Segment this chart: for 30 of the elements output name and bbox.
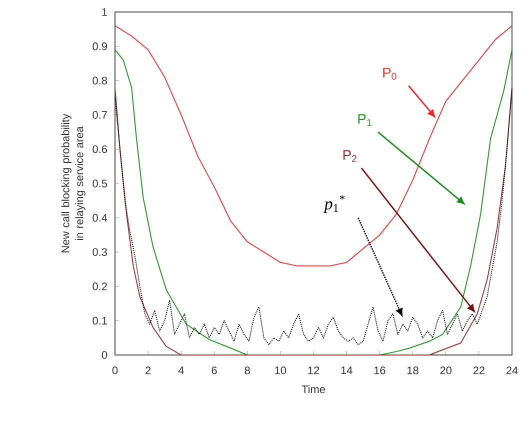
x-tick-label: 16 [374,366,386,374]
y-tick-label: 1 [102,8,107,16]
x-tick-label: 24 [506,366,518,374]
x-axis-title: Time [302,385,325,394]
text: P$_{0}$ [383,68,396,80]
y-axis-title: New call blocking probability in relaying service area [61,114,86,252]
y-tick-label: 0.9 [92,42,107,50]
text: P$_{2}$ [343,150,357,162]
x-tick-label: 20 [440,366,452,374]
x-tick-label: 18 [407,366,418,374]
y-tick-label: 0.8 [92,76,107,84]
y-tick-label: 0 [102,351,108,359]
x-tick-label: 4 [178,366,184,374]
x-tick-label: 0 [112,366,118,374]
y-tick-label: 0.1 [92,316,107,325]
x-tick-label: 14 [341,366,352,374]
x-tick-label: 10 [275,366,286,374]
y-tick-label: 0.3 [92,248,107,256]
text: P$_{1}$ [358,114,372,126]
y-tick-label: 0.4 [92,214,108,222]
text: p$_{1}$* [323,195,345,213]
x-tick-label: 8 [244,366,250,374]
y-tick-label: 0.7 [92,111,107,119]
x-tick-label: 12 [308,366,320,374]
y-tick-label: 0.5 [92,180,108,188]
x-tick-label: 6 [212,366,217,374]
y-tick-label: 0.2 [92,282,107,290]
y-tick-label: 0.6 [92,145,107,154]
x-tick-label: 22 [473,366,484,374]
x-tick-label: 2 [146,366,151,374]
